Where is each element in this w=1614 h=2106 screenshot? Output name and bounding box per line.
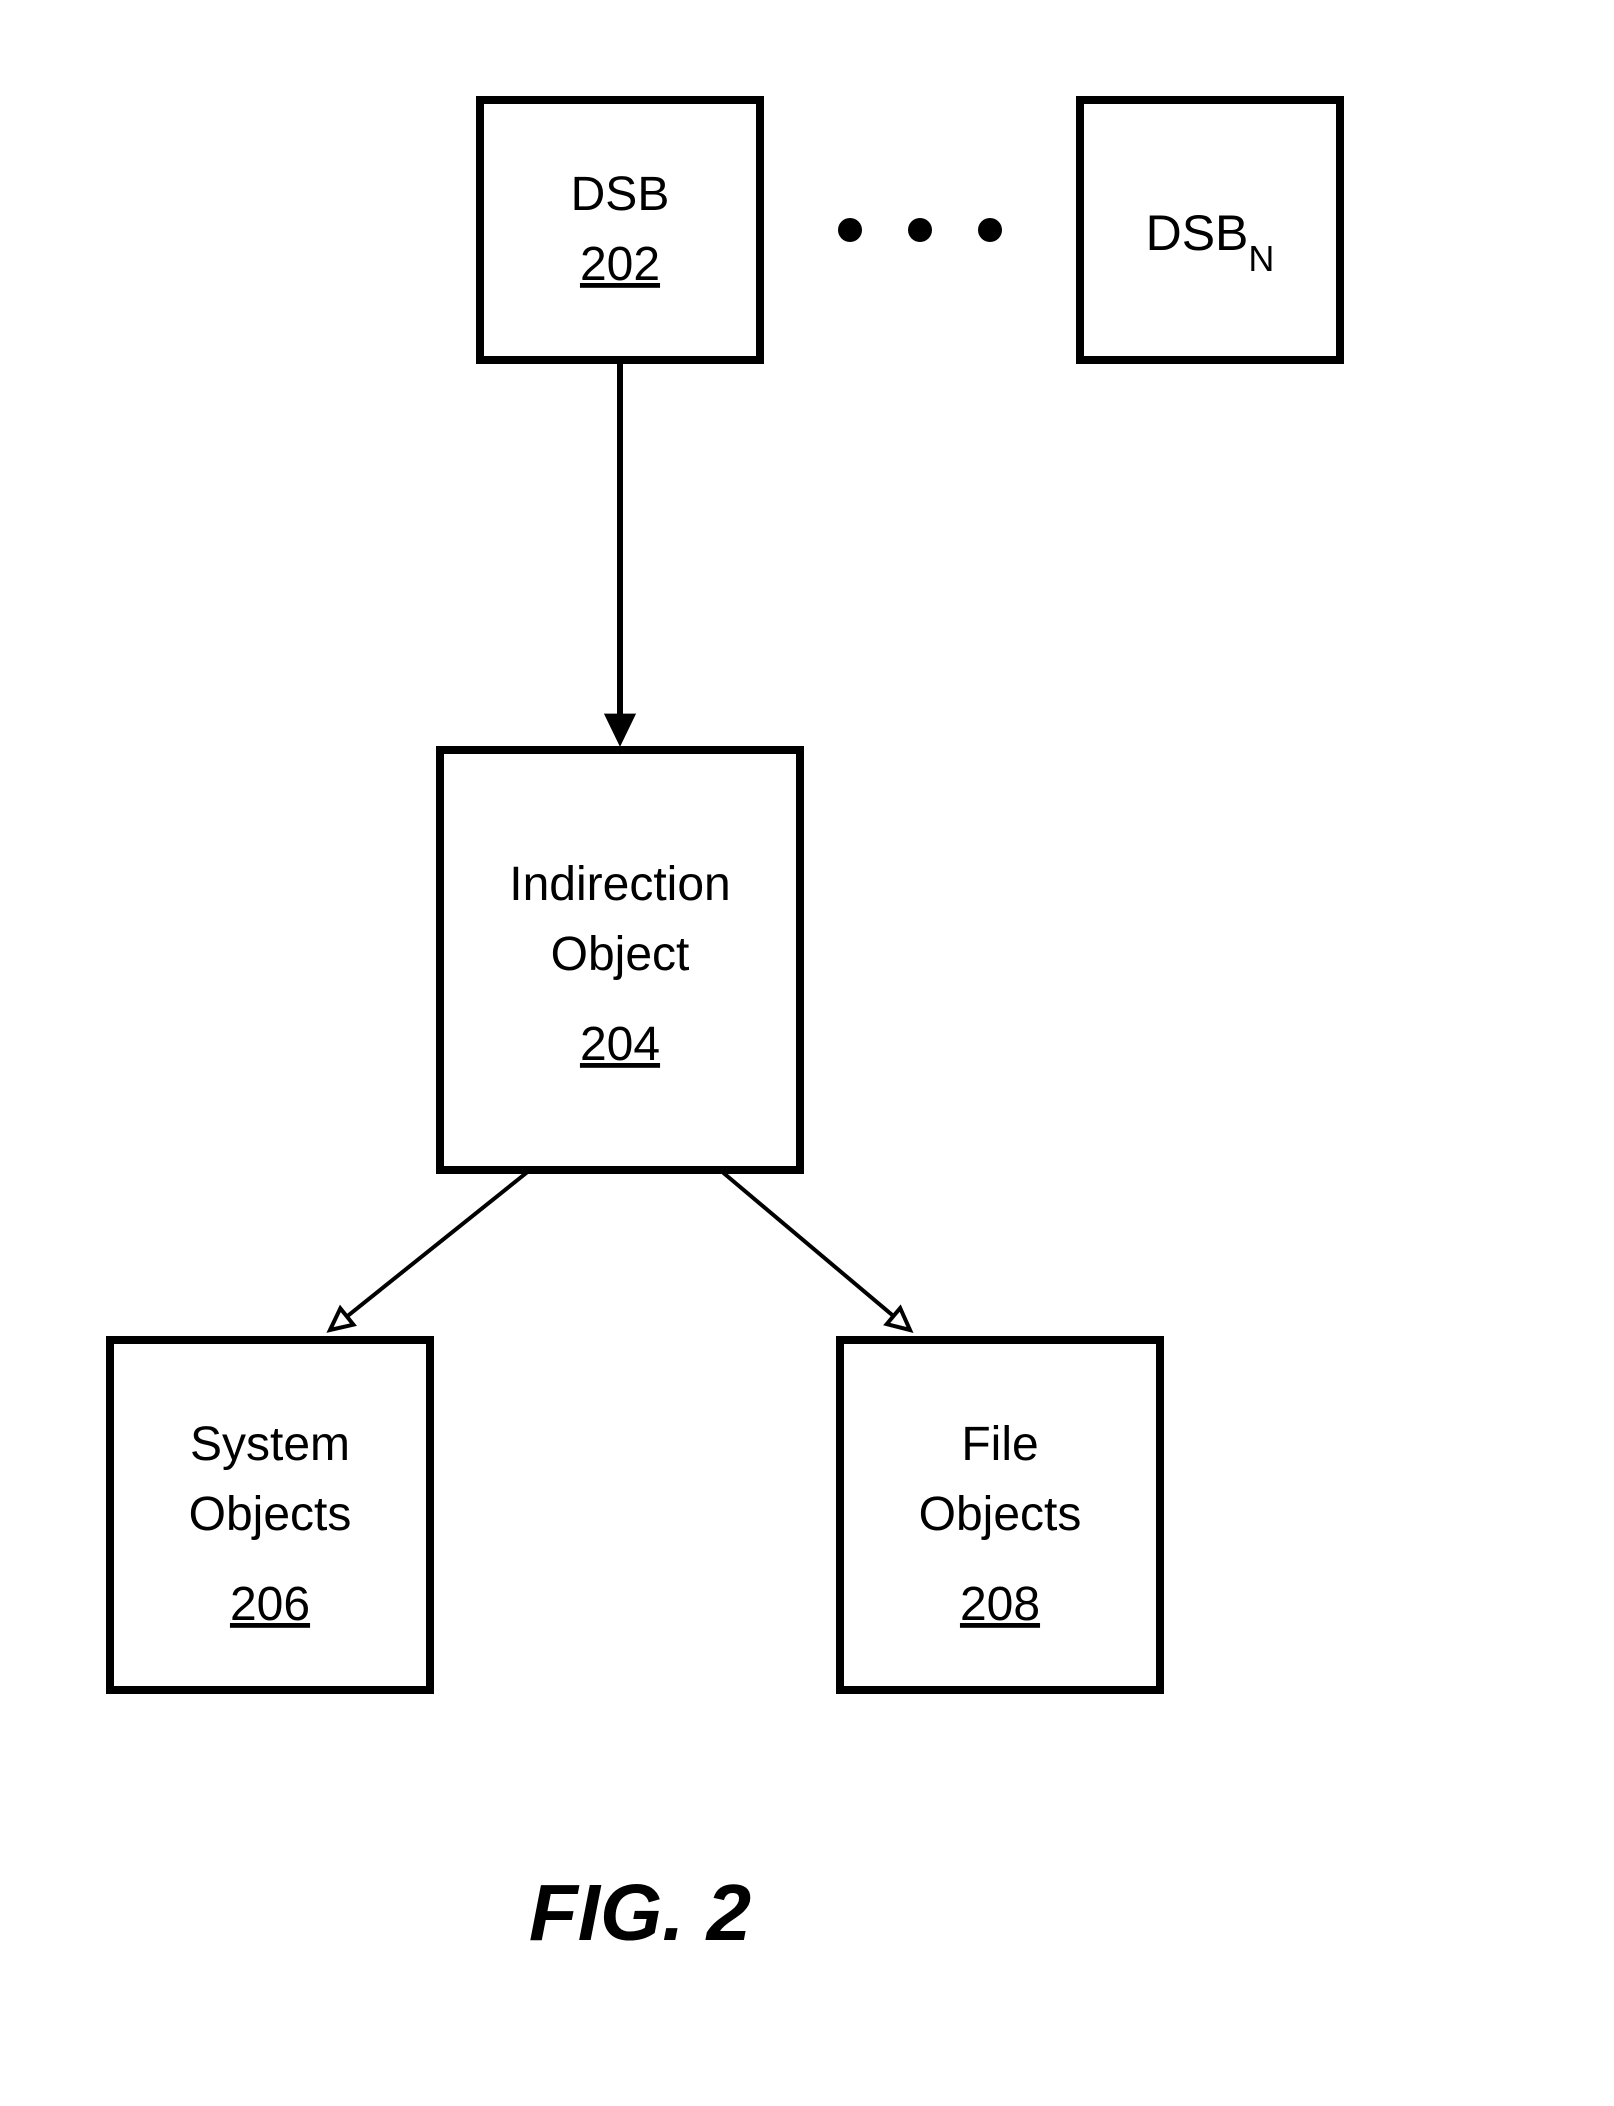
diagram-canvas: DSB 202 DSBN Indirection Object 204 System Obje…	[0, 0, 1614, 2106]
node-indirection-line1: Indirection	[509, 858, 730, 911]
node-dsbn: DSBN	[1080, 100, 1340, 360]
node-system-line1: System	[190, 1418, 350, 1471]
node-system: System Objects 206	[110, 1340, 430, 1690]
edge-indirection-to-system	[347, 1170, 530, 1317]
node-file-ref: 208	[960, 1578, 1040, 1631]
ellipsis-dot-1	[838, 218, 862, 242]
arrowhead-dsb-to-indirection	[609, 717, 632, 740]
node-dsb-line1: DSB	[571, 168, 670, 221]
node-dsb-box	[480, 100, 760, 360]
node-indirection-ref: 204	[580, 1018, 660, 1071]
node-indirection-line2: Object	[551, 928, 690, 981]
ellipsis-dot-2	[908, 218, 932, 242]
node-file-line2: Objects	[919, 1488, 1082, 1541]
node-dsb-ref: 202	[580, 238, 660, 291]
node-dsb: DSB 202	[480, 100, 760, 360]
node-system-ref: 206	[230, 1578, 310, 1631]
node-file-line1: File	[961, 1418, 1038, 1471]
node-dsbn-subscript: N	[1248, 238, 1274, 279]
ellipsis-dot-3	[978, 218, 1002, 242]
node-file: File Objects 208	[840, 1340, 1160, 1690]
figure-caption: FIG. 2	[529, 1868, 751, 1957]
node-indirection: Indirection Object 204	[440, 750, 800, 1170]
node-system-line2: Objects	[189, 1488, 352, 1541]
edge-indirection-to-file	[720, 1170, 893, 1316]
